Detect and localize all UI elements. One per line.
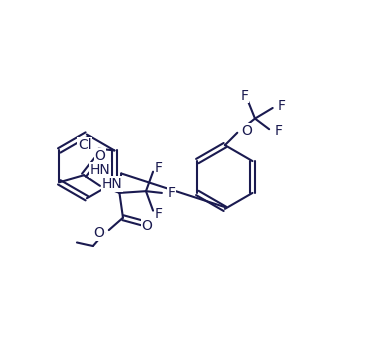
- Text: F: F: [240, 88, 248, 103]
- Text: F: F: [155, 207, 163, 221]
- Text: O: O: [241, 124, 252, 138]
- Text: O: O: [93, 226, 104, 240]
- Text: F: F: [155, 161, 163, 175]
- Text: HN: HN: [90, 163, 111, 177]
- Text: F: F: [167, 186, 175, 200]
- Text: O: O: [94, 149, 105, 163]
- Text: O: O: [142, 219, 152, 233]
- Text: F: F: [278, 99, 286, 113]
- Text: HN: HN: [102, 177, 122, 191]
- Text: F: F: [274, 124, 282, 138]
- Text: Cl: Cl: [78, 138, 91, 152]
